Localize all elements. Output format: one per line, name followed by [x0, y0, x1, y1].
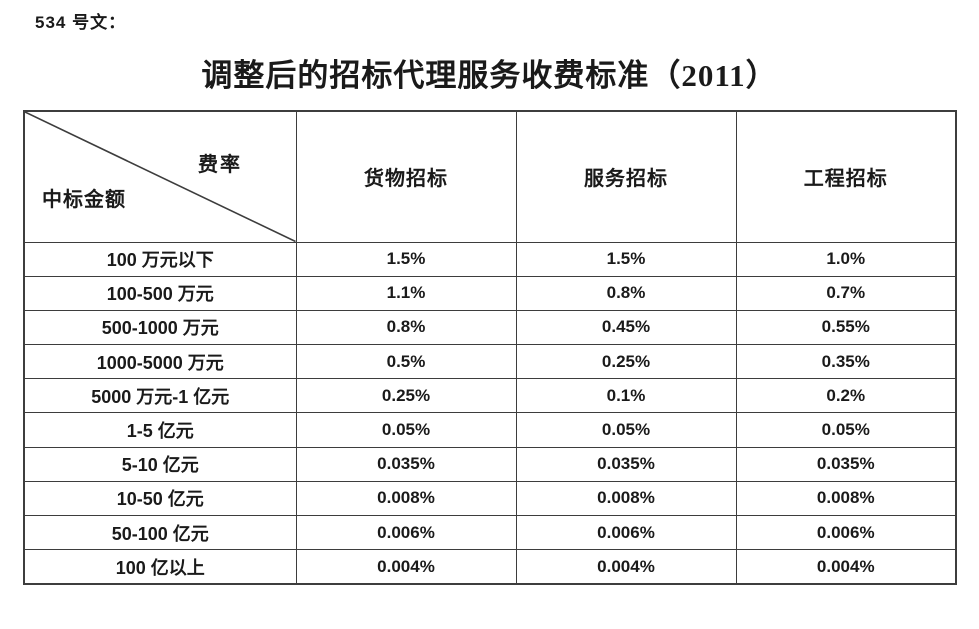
header-row: 费率 中标金额 货物招标 服务招标 工程招标: [23, 110, 957, 243]
rate-cell: 0.006%: [735, 514, 957, 551]
rate-cell: 0.25%: [515, 344, 737, 380]
rate-cell: 0.035%: [735, 446, 957, 482]
table-row: 50-100 亿元 0.006% 0.006% 0.006%: [23, 514, 957, 551]
table-row: 100-500 万元 1.1% 0.8% 0.7%: [23, 275, 957, 311]
row-label-cell: 1000-5000 万元: [23, 344, 297, 380]
rate-cell: 0.8%: [295, 309, 517, 346]
rate-cell: 0.008%: [295, 480, 517, 517]
rate-cell: 1.5%: [295, 241, 517, 277]
rate-cell: 1.1%: [295, 275, 517, 311]
rate-cell: 0.7%: [735, 275, 957, 311]
rate-cell: 0.35%: [735, 344, 957, 380]
rate-cell: 0.45%: [515, 309, 737, 346]
row-label-cell: 1-5 亿元: [23, 412, 297, 448]
table-row: 100 亿以上 0.004% 0.004% 0.004%: [23, 549, 957, 585]
row-label-cell: 50-100 亿元: [23, 514, 297, 551]
diagonal-header-cell: 费率 中标金额: [23, 110, 297, 243]
table-row: 500-1000 万元 0.8% 0.45% 0.55%: [23, 309, 957, 346]
rate-cell: 0.8%: [515, 275, 737, 311]
rate-cell: 0.25%: [295, 378, 517, 414]
rate-cell: 0.004%: [515, 549, 737, 585]
rate-cell: 0.1%: [515, 378, 737, 414]
rate-cell: 0.2%: [735, 378, 957, 414]
row-label-cell: 100 亿以上: [23, 549, 297, 585]
rate-cell: 0.006%: [295, 514, 517, 551]
rate-cell: 0.05%: [735, 412, 957, 448]
fee-rate-table: 费率 中标金额 货物招标 服务招标 工程招标 100 万元以下 1.5% 1.5…: [23, 110, 957, 585]
table-row: 5000 万元-1 亿元 0.25% 0.1% 0.2%: [23, 378, 957, 414]
rate-cell: 0.004%: [735, 549, 957, 585]
rate-cell: 0.55%: [735, 309, 957, 346]
rate-cell: 1.5%: [515, 241, 737, 277]
table-row: 100 万元以下 1.5% 1.5% 1.0%: [23, 241, 957, 277]
rate-cell: 0.5%: [295, 344, 517, 380]
table-row: 1000-5000 万元 0.5% 0.25% 0.35%: [23, 344, 957, 380]
rate-cell: 1.0%: [735, 241, 957, 277]
column-header-services: 服务招标: [515, 110, 737, 243]
rate-cell: 0.006%: [515, 514, 737, 551]
column-header-goods: 货物招标: [295, 110, 517, 243]
rate-cell: 0.05%: [515, 412, 737, 448]
row-label-cell: 5-10 亿元: [23, 446, 297, 482]
doc-number-label: 534 号文：: [35, 13, 127, 32]
table-row: 5-10 亿元 0.035% 0.035% 0.035%: [23, 446, 957, 482]
diagonal-line: [25, 112, 296, 242]
rate-cell: 0.008%: [735, 480, 957, 517]
row-label-cell: 10-50 亿元: [23, 480, 297, 517]
corner-label-amount: 中标金额: [42, 189, 126, 211]
row-label-cell: 5000 万元-1 亿元: [23, 378, 297, 414]
table-row: 1-5 亿元 0.05% 0.05% 0.05%: [23, 412, 957, 448]
rate-cell: 0.008%: [515, 480, 737, 517]
page-title: 调整后的招标代理服务收费标准（2011）: [201, 58, 778, 93]
rate-cell: 0.035%: [515, 446, 737, 482]
row-label-cell: 100 万元以下: [23, 241, 297, 277]
row-label-cell: 100-500 万元: [23, 275, 297, 311]
rate-cell: 0.004%: [295, 549, 517, 585]
corner-label-rate: 费率: [198, 154, 242, 176]
column-header-engineering: 工程招标: [735, 110, 957, 243]
rate-cell: 0.05%: [295, 412, 517, 448]
row-label-cell: 500-1000 万元: [23, 309, 297, 346]
table-row: 10-50 亿元 0.008% 0.008% 0.008%: [23, 480, 957, 517]
rate-cell: 0.035%: [295, 446, 517, 482]
